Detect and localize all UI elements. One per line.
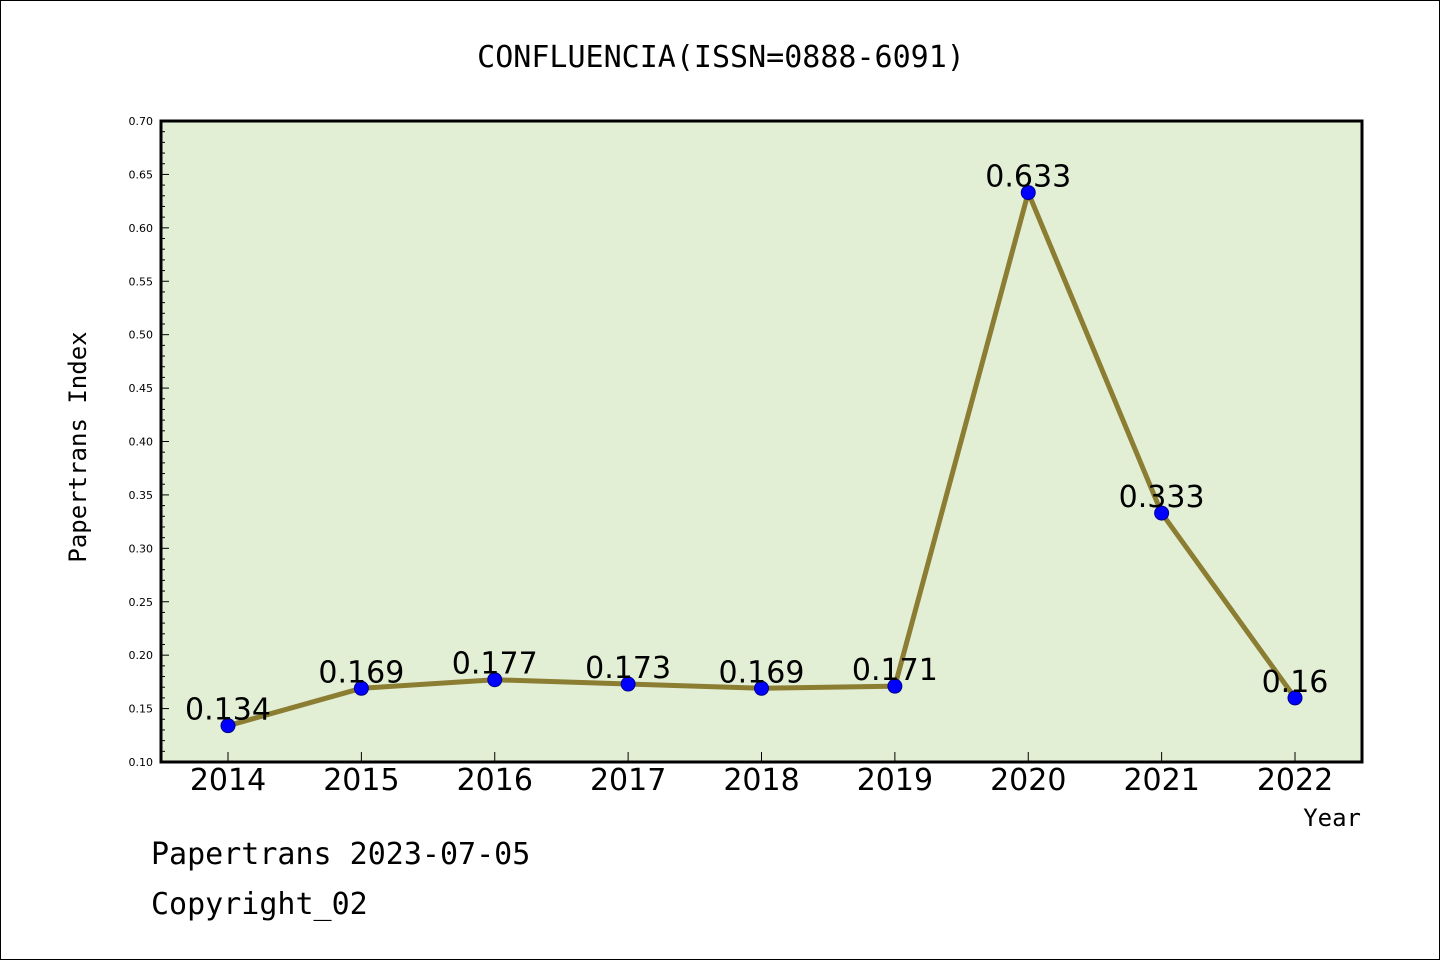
data-label: 0.171 <box>852 653 938 688</box>
y-tick-label: 0.10 <box>129 756 154 769</box>
data-labels: 0.134 0.169 0.177 0.173 0.169 0.171 0.633 0.333… <box>185 160 1328 728</box>
y-tick-label: 0.20 <box>129 649 154 662</box>
data-point <box>1287 690 1303 706</box>
x-tick-label: 2016 <box>457 763 533 798</box>
y-tick-label: 0.50 <box>129 329 154 342</box>
data-label: 0.16 <box>1262 665 1329 700</box>
data-point <box>887 678 903 694</box>
data-point <box>353 680 369 696</box>
data-point <box>754 680 769 696</box>
y-tick-label: 0.30 <box>129 542 154 555</box>
y-tick-label: 0.25 <box>129 596 154 609</box>
x-tick-label: 2022 <box>1257 763 1333 798</box>
x-tick-label: 2019 <box>857 763 933 798</box>
data-label: 0.333 <box>1119 480 1205 515</box>
footer-copyright: Copyright_02 <box>151 887 368 922</box>
data-label: 0.169 <box>719 655 805 690</box>
data-label: 0.633 <box>985 160 1071 195</box>
y-tick-label: 0.15 <box>129 703 154 716</box>
data-label: 0.169 <box>318 655 404 690</box>
x-tick-label: 2018 <box>723 763 799 798</box>
data-points <box>220 185 1303 734</box>
data-label: 0.173 <box>585 651 671 686</box>
footer-date: Papertrans 2023-07-05 <box>151 837 531 872</box>
y-tick-label: 0.40 <box>129 436 154 449</box>
y-tick-label: 0.55 <box>129 275 154 288</box>
y-axis-label: Papertrans Index <box>64 331 92 562</box>
data-label: 0.134 <box>185 693 271 728</box>
y-tick-label: 0.65 <box>129 168 154 181</box>
data-point <box>487 672 503 688</box>
x-tick-label: 2020 <box>990 763 1066 798</box>
data-point <box>220 718 236 734</box>
plot-area <box>159 119 1364 764</box>
y-tick-label: 0.45 <box>129 382 154 395</box>
y-tick-label: 0.60 <box>129 222 154 235</box>
data-point <box>1154 505 1170 521</box>
data-point <box>620 676 636 692</box>
chart-title: CONFLUENCIA(ISSN=0888-6091) <box>477 40 965 75</box>
x-tick-label: 2014 <box>190 763 266 798</box>
x-tick-label: 2015 <box>323 763 399 798</box>
axis-ticks: 0.10 0.15 0.20 0.25 0.30 0.35 0.40 0.45 0.50 0.55… <box>129 115 1334 798</box>
y-tick-label: 0.35 <box>129 489 154 502</box>
data-point <box>1020 185 1036 201</box>
x-tick-label: 2017 <box>590 763 666 798</box>
y-tick-label: 0.70 <box>129 115 154 128</box>
x-tick-label: 2021 <box>1123 763 1199 798</box>
x-axis-label: Year <box>1303 804 1361 832</box>
data-label: 0.177 <box>452 647 538 682</box>
